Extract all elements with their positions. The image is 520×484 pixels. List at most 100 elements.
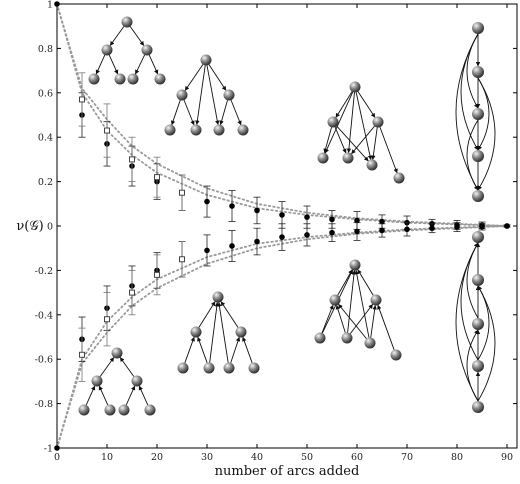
graph-node [342,152,354,164]
plot-frame [56,3,518,449]
data-point-square [79,351,85,358]
graph-arc [219,100,228,126]
graph-node [203,362,215,374]
graph-node [190,326,202,338]
graph-arc [455,33,479,191]
graph-arc [230,99,242,126]
y-axis-label: ν(𝒢) [16,219,43,234]
graph-node [372,116,384,128]
graph-node [154,73,166,85]
graph-node [88,73,100,85]
data-point [354,217,360,224]
graph-arc [184,64,204,91]
graph-arc [466,329,479,402]
data-point [504,223,510,229]
data-point [329,229,335,236]
y-tick-label: -0.4 [35,310,53,321]
graph-arc [129,26,145,46]
graph-node [91,375,103,387]
data-point [204,198,210,205]
graph-arc [349,304,374,334]
graph-arc [220,301,239,328]
graph-arc [108,54,119,75]
graph-node [177,362,189,374]
data-point-square [104,316,110,323]
data-point-square [129,156,135,163]
graph-arc [357,269,374,296]
data-point [279,212,285,218]
graph-arc [379,126,398,174]
trend-curve [56,3,508,227]
graph-arc [95,54,106,75]
x-tick-label: 30 [201,452,213,463]
data-point [229,203,235,209]
graph-node [317,152,329,164]
graph-node [472,150,484,162]
graph-node [212,291,224,303]
graph-arc [357,91,376,118]
x-tick-label: 90 [501,452,513,463]
data-point [329,216,335,223]
graph-binary-tree [88,16,166,85]
x-tick-label: 10 [101,452,113,463]
graph-insets [78,16,496,416]
data-point [304,214,310,220]
y-tick-label: 0.8 [38,44,53,55]
graph-node [164,124,176,136]
graph-arc [477,77,496,191]
graph-dense-tree [317,81,405,184]
graph-arc [338,303,367,340]
data-point [254,238,260,245]
graph-node [223,362,235,374]
graph-arc [206,65,220,126]
graph-arc [170,100,181,126]
graph-node [341,332,353,344]
graph-arc [109,26,125,46]
data-point [204,247,210,254]
graph-arc [455,242,479,402]
graph-arc [335,304,346,333]
graph-node [472,274,484,286]
data-point [254,207,260,214]
graph-chain-bottom [455,231,496,413]
x-tick-label: 0 [54,452,60,463]
data-point [304,232,310,238]
graph-arc [208,64,227,91]
data-point-square [179,256,185,263]
graph-arc [125,385,136,406]
graph-node [472,318,484,330]
graph-arc [324,91,354,154]
graph-arc [138,385,149,406]
graph-node [176,89,188,101]
y-tick-label: 1 [47,0,53,11]
graph-arc [183,99,195,126]
graph-node [237,124,249,136]
data-point-square [79,96,85,103]
graph-node [314,332,326,344]
graph-node [190,124,202,136]
trend-curve [56,3,508,227]
graph-arc [466,119,479,191]
x-tick-label: 50 [301,452,313,463]
data-point [429,225,435,232]
graph-tree-extra [164,54,249,136]
data-point-square [154,174,160,181]
data-point [354,228,360,235]
graph-arc [355,92,373,161]
graph-node [118,404,130,416]
graph-arc [195,65,206,126]
graph-node [390,349,402,361]
graph-binary-tree-reversed [78,347,156,416]
graph-node [200,54,212,66]
graph-arc [321,304,334,334]
graph-node [364,337,376,349]
graph-node [472,360,484,372]
graph-arc [242,336,253,363]
graph-arc [323,127,332,154]
graph-arc [370,305,377,338]
graph-node [370,294,382,306]
graph-node [472,22,484,34]
data-point [404,226,410,233]
graph-node [213,124,225,136]
